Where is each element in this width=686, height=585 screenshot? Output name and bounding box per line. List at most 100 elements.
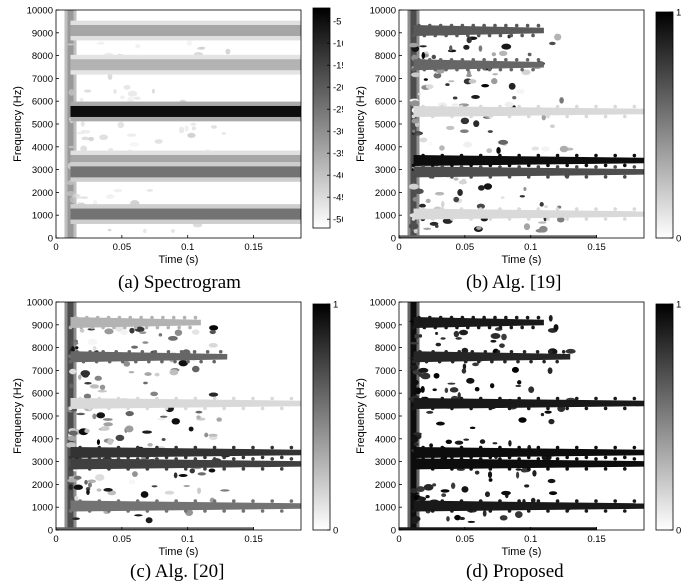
band-serration — [173, 359, 177, 364]
mask-blob — [455, 337, 462, 340]
band-serration — [174, 499, 178, 503]
band — [70, 500, 301, 512]
band-serration — [87, 509, 92, 513]
band-serration — [555, 104, 560, 109]
band-serration — [126, 406, 130, 411]
band-serration — [555, 153, 560, 158]
band-serration — [565, 467, 569, 471]
mask-blob — [161, 437, 166, 441]
mask-blob — [96, 439, 100, 445]
x-tick-label: 0.1 — [524, 534, 537, 545]
band-serration — [520, 33, 524, 38]
mask-blob — [204, 432, 209, 438]
mask-blob — [446, 516, 450, 522]
caption-proposed: (d) Proposed — [466, 561, 564, 582]
band — [70, 446, 301, 458]
mask-blob — [92, 200, 98, 206]
band-serration — [603, 509, 608, 513]
colorbar-tick-label: -15 — [333, 61, 343, 72]
band-serration — [482, 315, 486, 320]
band-serration — [449, 57, 454, 62]
mask-blob — [410, 488, 418, 494]
mask-blob — [463, 44, 470, 50]
mask-blob — [447, 382, 456, 385]
band-serration — [536, 23, 541, 28]
band-serration — [466, 325, 470, 330]
band-serration — [440, 104, 445, 109]
band-serration — [525, 23, 530, 28]
mask-blob — [178, 126, 185, 134]
band-serration — [546, 175, 550, 179]
band-serration — [150, 315, 154, 320]
mask-blob — [67, 43, 75, 46]
mask-blob — [126, 133, 137, 137]
onset-core — [67, 302, 74, 530]
band-serration — [584, 217, 589, 221]
mask-blob — [523, 223, 531, 231]
band-serration — [270, 457, 274, 461]
mask-blob — [531, 146, 539, 151]
band-serration — [160, 359, 164, 364]
band-serration — [433, 33, 438, 38]
band-serration — [155, 499, 159, 503]
y-tick-label: 9000 — [375, 28, 396, 39]
y-tick-label: 1000 — [32, 211, 53, 222]
y-tick-label: 4000 — [32, 434, 53, 445]
band-serration — [493, 315, 497, 320]
band-serration — [193, 315, 198, 320]
band-serration — [133, 325, 138, 330]
band-serration — [289, 396, 294, 401]
band-serration — [251, 457, 255, 461]
band-serration — [526, 455, 531, 460]
band-serration — [411, 467, 416, 471]
mask-blob — [94, 474, 105, 481]
band-serration — [107, 455, 111, 460]
band-serration — [116, 445, 121, 450]
mask-blob — [425, 198, 431, 204]
mask-blob — [198, 46, 206, 49]
mask-blob — [134, 514, 143, 517]
band-serration — [594, 499, 598, 503]
band-serration — [75, 349, 79, 354]
mask-blob — [442, 218, 453, 224]
mask-blob — [438, 102, 448, 108]
band-serration — [603, 114, 608, 119]
mask-blob — [457, 392, 461, 399]
band-serration — [222, 455, 226, 460]
mask-blob — [541, 146, 550, 152]
band-serration — [440, 207, 445, 211]
y-tick-label: 3000 — [375, 457, 396, 468]
band-serration — [536, 315, 541, 320]
mask-blob — [408, 183, 419, 190]
band-serration — [574, 207, 579, 211]
band-serration — [555, 359, 559, 364]
band-serration — [632, 207, 637, 211]
band-serration — [112, 325, 116, 330]
band-serration — [145, 467, 150, 471]
mask-blob — [498, 50, 508, 57]
mask-blob — [527, 52, 532, 57]
mask-blob — [539, 202, 544, 207]
mask-blob — [488, 478, 493, 482]
band-serration — [531, 67, 535, 72]
mask-blob — [523, 187, 527, 191]
mask-blob — [548, 314, 553, 322]
band-serration — [526, 175, 531, 179]
band-serration — [411, 163, 416, 168]
x-axis-label: Time (s) — [159, 546, 199, 558]
band-serration — [565, 509, 569, 513]
band-serration — [421, 396, 425, 401]
band-serration — [555, 457, 560, 461]
band-serration — [469, 217, 473, 221]
band-serration — [68, 325, 73, 330]
band-serration — [251, 445, 255, 450]
y-tick-label: 6000 — [32, 97, 53, 108]
mask-blob — [183, 484, 191, 488]
band-serration — [459, 153, 464, 158]
mask-blob — [521, 69, 531, 76]
mask-blob — [425, 494, 430, 499]
mask-blob — [412, 196, 419, 202]
band-serration — [450, 163, 454, 168]
mask-blob — [444, 387, 449, 393]
y-tick-label: 0 — [48, 234, 53, 245]
